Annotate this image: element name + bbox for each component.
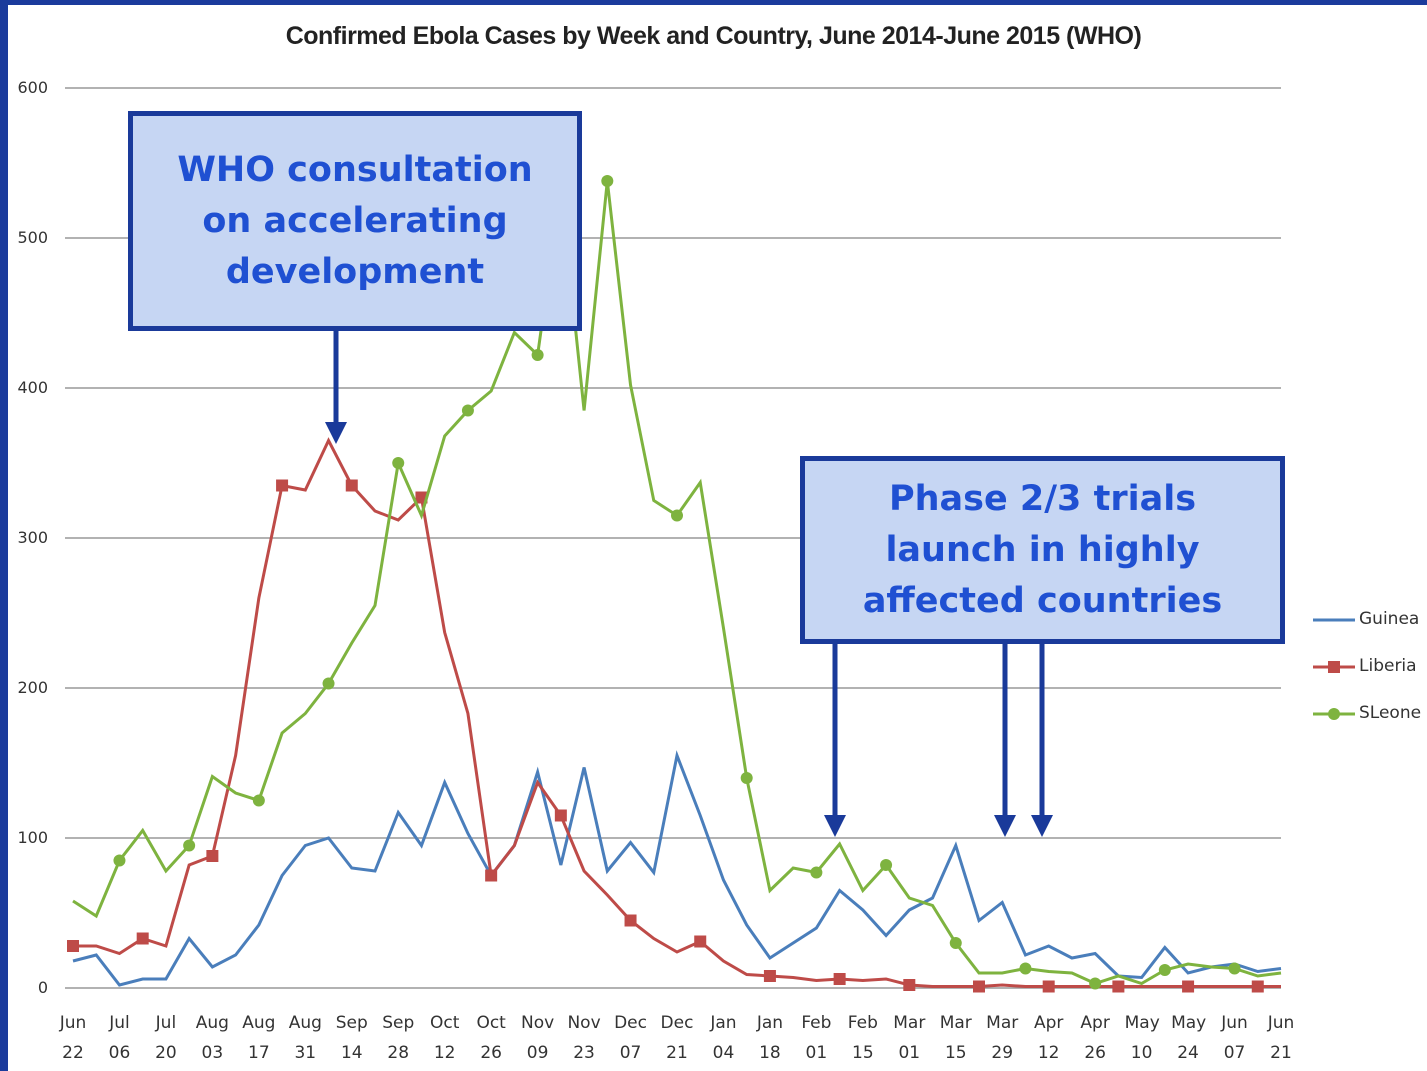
legend-label: Liberia bbox=[1359, 656, 1417, 676]
annotation-box: WHO consultation on accelerating develop… bbox=[128, 111, 582, 331]
series-line bbox=[72, 750, 1282, 987]
y-tick-label: 500 bbox=[17, 228, 48, 247]
x-tick-label: Mar 29 bbox=[986, 1013, 1019, 1063]
point-marker bbox=[903, 979, 916, 991]
x-tick-label: Oct 26 bbox=[476, 1013, 506, 1063]
annotation-box: Phase 2/3 trials launch in highly affect… bbox=[800, 456, 1285, 644]
x-tick-label: May 24 bbox=[1171, 1013, 1207, 1063]
x-tick-label: Jul 20 bbox=[155, 1013, 177, 1063]
y-tick-label: 400 bbox=[17, 378, 48, 397]
x-tick-label: Mar 15 bbox=[939, 1013, 972, 1063]
annotation: WHO consultation on accelerating develop… bbox=[177, 149, 533, 292]
point-marker bbox=[694, 935, 707, 948]
x-tick-label: Nov 09 bbox=[521, 1013, 555, 1063]
x-tick-label: Nov 23 bbox=[567, 1013, 601, 1063]
legend-marker bbox=[1328, 661, 1340, 673]
chart-title: Confirmed Ebola Cases by Week and Countr… bbox=[285, 22, 1142, 50]
point-marker bbox=[531, 349, 544, 361]
point-marker bbox=[880, 859, 893, 871]
x-tick-label: Apr 26 bbox=[1080, 1013, 1110, 1063]
x-tick-label: Dec 07 bbox=[614, 1013, 647, 1063]
x-tick-label: Aug 31 bbox=[288, 1013, 322, 1063]
legend-marker bbox=[1328, 708, 1340, 720]
point-marker bbox=[113, 854, 126, 867]
x-tick-label: Aug 17 bbox=[242, 1013, 276, 1063]
x-tick-label: Jan 18 bbox=[756, 1013, 784, 1063]
y-tick-label: 0 bbox=[37, 978, 48, 997]
x-tick-label: Dec 21 bbox=[660, 1013, 694, 1063]
x-tick-label: Jul 06 bbox=[108, 1013, 131, 1063]
point-marker bbox=[322, 677, 335, 690]
series-line bbox=[73, 437, 1281, 988]
y-tick-label: 600 bbox=[17, 78, 48, 97]
point-marker bbox=[67, 940, 79, 952]
point-marker bbox=[183, 839, 196, 852]
point-marker bbox=[740, 772, 753, 784]
x-tick-label: Mar 01 bbox=[893, 1013, 926, 1063]
x-tick-label: Jun 07 bbox=[1221, 1013, 1248, 1063]
y-tick-label: 300 bbox=[17, 528, 48, 547]
x-tick-label: Oct 12 bbox=[429, 1013, 460, 1063]
point-marker bbox=[763, 970, 776, 982]
point-marker bbox=[1089, 977, 1102, 990]
point-marker bbox=[1019, 962, 1032, 975]
x-tick-label: Jun 21 bbox=[1267, 1013, 1295, 1063]
point-marker bbox=[136, 932, 149, 945]
point-marker bbox=[1228, 962, 1241, 975]
point-marker bbox=[1251, 980, 1264, 993]
x-tick-label: Apr 12 bbox=[1033, 1013, 1064, 1063]
legend-label: SLeone bbox=[1359, 703, 1422, 723]
x-tick-label: Feb 15 bbox=[847, 1013, 878, 1063]
x-tick-label: Jun 22 bbox=[59, 1013, 87, 1063]
y-tick-label: 100 bbox=[17, 828, 48, 847]
point-marker bbox=[206, 850, 219, 862]
y-tick-label: 200 bbox=[17, 678, 48, 697]
point-marker bbox=[485, 869, 498, 882]
point-marker bbox=[833, 973, 846, 985]
x-tick-label: May 10 bbox=[1124, 1013, 1160, 1063]
x-tick-label: Sep 14 bbox=[335, 1013, 368, 1063]
x-tick-label: Jan 04 bbox=[710, 1013, 737, 1063]
point-marker bbox=[345, 479, 358, 492]
point-marker bbox=[671, 509, 683, 522]
point-marker bbox=[1112, 980, 1125, 993]
point-marker bbox=[1182, 980, 1195, 993]
point-marker bbox=[949, 937, 962, 949]
point-marker bbox=[601, 175, 614, 187]
legend-label: Guinea bbox=[1359, 609, 1420, 629]
point-marker bbox=[461, 404, 474, 417]
point-marker bbox=[1158, 964, 1171, 976]
x-tick-label: Aug 03 bbox=[195, 1013, 229, 1063]
point-marker bbox=[276, 479, 289, 492]
point-marker bbox=[554, 809, 567, 822]
point-marker bbox=[810, 866, 823, 879]
point-marker bbox=[1042, 980, 1055, 993]
x-tick-label: Feb 01 bbox=[801, 1013, 832, 1063]
point-marker bbox=[252, 794, 265, 807]
x-tick-label: Sep 28 bbox=[382, 1013, 415, 1063]
point-marker bbox=[973, 980, 985, 993]
annotation: Phase 2/3 trials launch in highly affect… bbox=[862, 478, 1223, 621]
point-marker bbox=[392, 457, 405, 469]
point-marker bbox=[624, 914, 637, 927]
